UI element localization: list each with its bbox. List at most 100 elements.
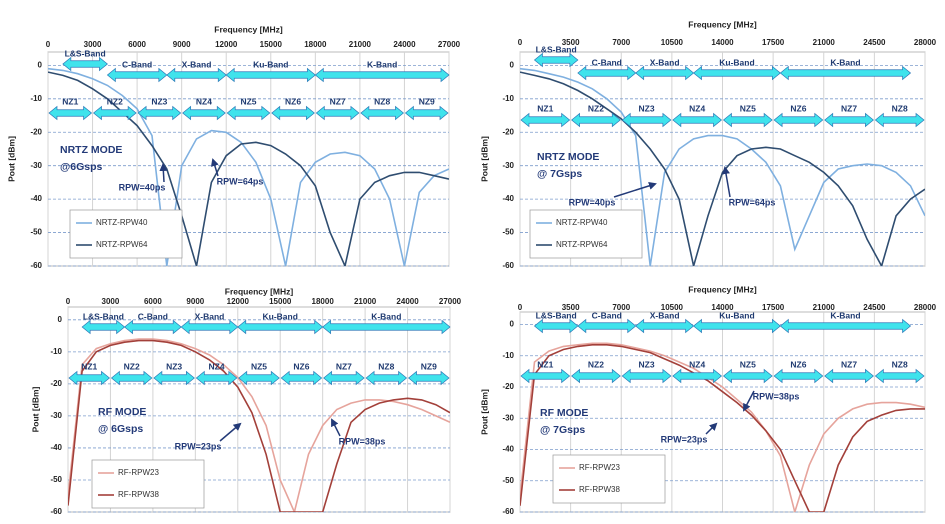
series-line: [48, 71, 449, 266]
band-label: K-Band: [371, 311, 401, 321]
annotation-arrow: [210, 158, 219, 177]
legend-label: NRTZ-RPW40: [96, 218, 148, 227]
x-axis-title: Frequency [MHz]: [225, 286, 294, 296]
zone-label: NZ1: [62, 96, 78, 106]
legend-label: RF-RPW23: [579, 463, 620, 472]
x-tick-label: 6000: [128, 40, 146, 49]
annotation-arrow: [613, 182, 657, 198]
annotation: RPW=23ps: [175, 441, 222, 451]
band-arrow: [779, 318, 912, 334]
annotation: RPW=38ps: [339, 436, 386, 446]
legend-label: NRTZ-RPW64: [556, 240, 608, 249]
x-tick-label: 27000: [438, 40, 461, 49]
x-tick-label: 9000: [173, 40, 191, 49]
x-tick-label: 17500: [762, 38, 785, 47]
band-label: L&S-Band: [536, 44, 577, 54]
zone-label: NZ8: [892, 103, 908, 113]
zone-label: NZ2: [588, 103, 604, 113]
zone-label: NZ9: [421, 361, 437, 371]
zone-arrow: [226, 105, 271, 121]
x-tick-label: 14000: [711, 303, 734, 312]
y-tick-label: -40: [30, 194, 42, 203]
y-tick-label: -10: [502, 94, 514, 103]
x-tick-label: 24000: [393, 40, 416, 49]
x-tick-label: 21000: [349, 40, 372, 49]
annotation-arrow: [722, 166, 731, 198]
x-tick-label: 0: [518, 38, 523, 47]
mode-label: NRTZ MODE: [537, 151, 599, 163]
zone-arrow: [621, 368, 672, 384]
x-tick-label: 10500: [661, 303, 684, 312]
x-tick-label: 21000: [813, 38, 836, 47]
x-tick-label: 28000: [914, 38, 937, 47]
zone-label: NZ6: [285, 96, 301, 106]
x-tick-label: 7000: [612, 38, 630, 47]
x-tick-label: 3000: [84, 40, 102, 49]
zone-arrow: [68, 370, 110, 386]
x-axis-title: Frequency [MHz]: [214, 24, 283, 34]
legend-label: RF-RPW38: [118, 490, 159, 499]
zone-arrow: [571, 112, 621, 128]
y-tick-label: -50: [502, 228, 514, 237]
zone-arrow: [182, 105, 226, 121]
mode-label: @ 7Gsps: [540, 424, 585, 436]
zone-label: NZ3: [151, 96, 167, 106]
zone-label: NZ8: [378, 361, 394, 371]
series-line: [68, 339, 450, 512]
y-tick-label: -30: [50, 411, 62, 420]
annotation-arrow: [159, 163, 168, 183]
x-tick-label: 0: [46, 40, 51, 49]
legend-label: RF-RPW23: [118, 468, 159, 477]
zone-arrow: [824, 112, 874, 128]
mode-label: @ 6Gsps: [98, 423, 143, 435]
zone-arrow: [672, 112, 723, 128]
series-line: [520, 342, 925, 512]
zone-arrow: [571, 368, 621, 384]
zone-label: NZ5: [740, 359, 756, 369]
x-tick-label: 12000: [215, 40, 238, 49]
band-label: X-Band: [650, 57, 680, 67]
zone-label: NZ2: [124, 361, 140, 371]
y-tick-label: 0: [510, 320, 515, 329]
y-tick-label: -30: [502, 413, 514, 422]
x-tick-label: 24500: [863, 38, 886, 47]
y-tick-label: -40: [50, 443, 62, 452]
zone-arrow: [360, 105, 404, 121]
zone-label: NZ1: [537, 103, 553, 113]
x-tick-label: 17500: [762, 303, 785, 312]
zone-arrow: [323, 370, 365, 386]
band-label: Ku-Band: [253, 59, 288, 69]
zone-label: NZ2: [588, 359, 604, 369]
annotation: RPW=40ps: [119, 182, 166, 192]
band-label: C-Band: [122, 59, 152, 69]
y-tick-label: -50: [30, 228, 42, 237]
zone-arrow: [621, 112, 672, 128]
y-tick-label: -30: [502, 161, 514, 170]
x-tick-label: 6000: [144, 297, 162, 306]
zone-arrow: [365, 370, 408, 386]
x-tick-label: 3500: [562, 303, 580, 312]
y-tick-label: -10: [502, 351, 514, 360]
zone-label: NZ6: [790, 103, 806, 113]
legend-box: [69, 209, 183, 259]
y-tick-label: -60: [502, 507, 514, 516]
annotation: RPW=40ps: [569, 197, 616, 207]
x-tick-label: 14000: [711, 38, 734, 47]
series-line: [48, 67, 449, 266]
legend-label: RF-RPW38: [579, 485, 620, 494]
zone-arrow: [93, 105, 137, 121]
zone-arrow: [238, 370, 280, 386]
zone-arrow: [408, 370, 450, 386]
mode-label: NRTZ MODE: [60, 144, 122, 156]
zone-label: NZ6: [790, 359, 806, 369]
x-tick-label: 3000: [102, 297, 120, 306]
zone-arrow: [404, 105, 449, 121]
band-label: K-Band: [830, 57, 860, 67]
x-tick-label: 3500: [562, 38, 580, 47]
x-tick-label: 7000: [612, 303, 630, 312]
y-tick-label: -30: [30, 161, 42, 170]
x-tick-label: 0: [66, 297, 71, 306]
annotation: RPW=23ps: [661, 434, 708, 444]
mode-label: RF MODE: [540, 407, 588, 419]
